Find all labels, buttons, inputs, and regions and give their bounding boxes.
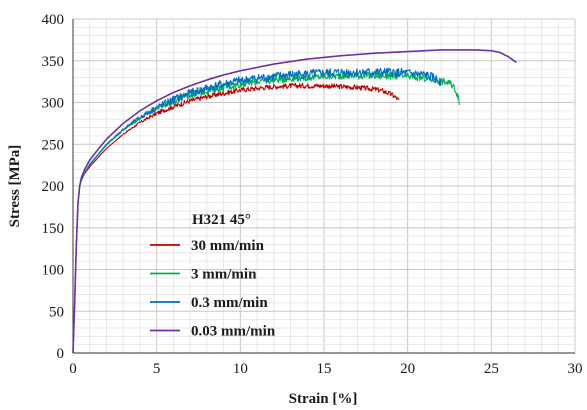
series-line-3: [72, 67, 442, 354]
series-lines: [72, 49, 517, 354]
legend-entry-label: 0.3 mm/min: [191, 295, 268, 311]
y-tick-label: 100: [42, 263, 65, 279]
y-tick-label: 350: [42, 54, 65, 70]
legend-entry-label: 0.03 mm/min: [191, 324, 276, 340]
series-line-1: [72, 82, 400, 354]
x-tick-label: 5: [153, 361, 161, 377]
y-axis-title: Stress [MPa]: [7, 145, 23, 228]
y-tick-label: 150: [42, 221, 65, 237]
x-tick-label: 25: [484, 361, 499, 377]
x-tick-label: 20: [400, 361, 415, 377]
x-tick-label: 15: [317, 361, 332, 377]
series-line-2: [72, 71, 461, 354]
legend-entry-label: 3 mm/min: [191, 267, 257, 283]
legend-title: H321 45°: [192, 212, 251, 228]
x-tick-label: 30: [568, 361, 583, 377]
x-tick-label: 0: [69, 361, 77, 377]
grid: [72, 18, 576, 354]
y-tick-label: 400: [42, 12, 65, 28]
legend-entry-label: 30 mm/min: [191, 238, 265, 254]
y-tick-label: 50: [49, 304, 64, 320]
y-tick-label: 0: [57, 346, 65, 362]
y-tick-label: 250: [42, 137, 65, 153]
axes: [72, 19, 575, 354]
x-axis-title: Strain [%]: [289, 391, 358, 407]
series-line-4: [72, 49, 517, 354]
legend: H321 45° 30 mm/min 3 mm/min 0.3 mm/min 0.03…: [150, 212, 276, 340]
y-tick-label: 300: [42, 96, 65, 112]
x-tick-label: 10: [233, 361, 248, 377]
y-tick-label: 200: [42, 179, 65, 195]
